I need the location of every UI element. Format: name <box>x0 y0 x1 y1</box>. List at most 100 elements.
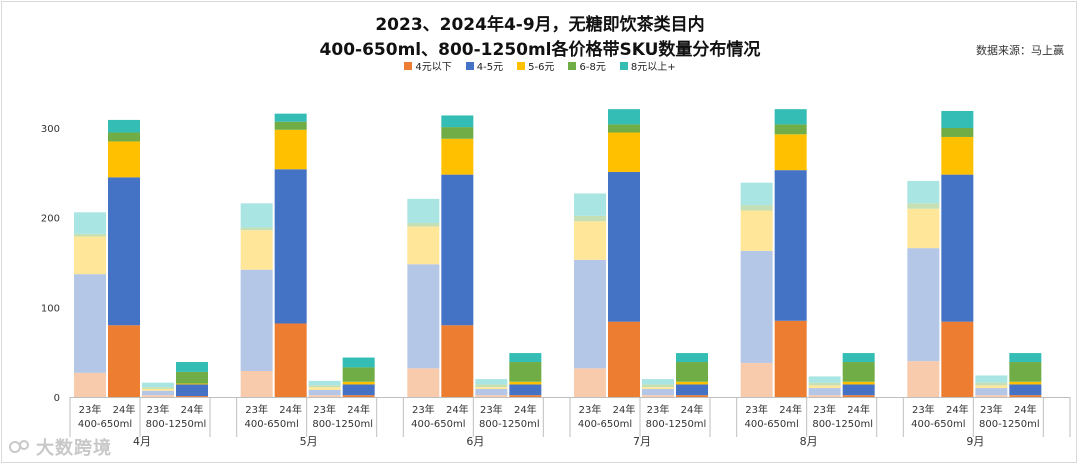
bar-segment <box>509 384 542 396</box>
bar-segment <box>941 321 974 397</box>
bar-segment <box>574 221 606 260</box>
x-tick-year-label: 23年 <box>579 403 602 416</box>
x-tick-group-label: 400-650ml <box>78 419 132 430</box>
bar-segment <box>407 264 440 369</box>
bar-segment <box>574 215 606 222</box>
bar-segment <box>808 395 841 397</box>
bar-segment <box>142 387 174 389</box>
bar-segment <box>108 119 140 133</box>
x-tick-year-label: 23年 <box>79 403 102 416</box>
bar-segment <box>342 357 375 368</box>
x-tick-year-label: 24年 <box>1014 403 1037 416</box>
legend-item: 5-6元 <box>517 58 554 73</box>
bar-segment <box>407 223 440 227</box>
chart-title-line2: 400-650ml、800-1250ml各价格带SKU数量分布情况 <box>319 40 761 60</box>
bar-segment <box>509 362 542 382</box>
bar-segment <box>475 388 508 396</box>
x-tick-group-label: 800-1250ml <box>479 419 540 430</box>
bar-segment <box>941 136 974 175</box>
bar-segment <box>975 385 1008 389</box>
bar-segment <box>608 124 640 133</box>
legend-item: 4元以下 <box>404 58 452 73</box>
bar-segment <box>1009 381 1042 385</box>
bar-segment <box>676 384 708 396</box>
x-tick-group-label: 400-650ml <box>411 419 465 430</box>
bar-segment <box>509 381 542 385</box>
x-tick-group-label: 800-1250ml <box>646 419 707 430</box>
bar-segment <box>74 372 106 397</box>
x-tick-year-label: 24年 <box>613 403 636 416</box>
bar-segment <box>1009 384 1042 396</box>
bar-segment <box>941 128 974 137</box>
bar-segment <box>740 182 773 206</box>
bar-segment <box>676 362 708 382</box>
bar-segment <box>842 381 875 385</box>
bar-segment <box>676 395 708 397</box>
bar-segment <box>74 274 106 373</box>
bar-segment <box>308 387 341 390</box>
bar-segment <box>240 230 273 270</box>
x-tick-year-label: 24年 <box>446 403 469 416</box>
bar-segment <box>308 395 341 397</box>
bar-segment <box>808 385 841 389</box>
watermark-text: 大数跨境 <box>36 438 112 459</box>
bar-segment <box>509 395 542 397</box>
bar-segment <box>676 353 708 363</box>
x-tick-group-label: 400-650ml <box>578 419 632 430</box>
bar-segment <box>907 180 940 204</box>
legend-swatch <box>465 61 474 70</box>
bar-segment <box>142 388 174 391</box>
y-tick-label: 200 <box>41 214 60 225</box>
x-tick-year-label: 23年 <box>980 403 1003 416</box>
x-tick-group-label: 800-1250ml <box>312 419 373 430</box>
x-tick-group-label: 400-650ml <box>745 419 799 430</box>
x-tick-month-label: 6月 <box>466 435 484 448</box>
bar-segment <box>441 325 474 397</box>
bar-segment <box>240 370 273 397</box>
x-tick-year-label: 24年 <box>779 403 802 416</box>
bar-segment <box>574 193 606 216</box>
x-tick-year-label: 23年 <box>480 403 503 416</box>
bar-segment <box>509 353 542 363</box>
chart-title-line1: 2023、2024年4-9月，无糖即饮茶类目内 <box>375 15 705 35</box>
bar-segment <box>475 384 508 388</box>
bar-segment <box>774 124 807 135</box>
legend-swatch <box>619 61 628 70</box>
bar-segment <box>608 132 640 172</box>
bar-segment <box>574 368 606 397</box>
bar-segment <box>842 384 875 396</box>
legend-label: 4-5元 <box>476 62 504 73</box>
x-tick-month-label: 7月 <box>633 435 651 448</box>
bar-segment <box>740 250 773 363</box>
bar-segment <box>176 383 208 385</box>
bar-segment <box>342 367 375 382</box>
bar-segment <box>74 212 106 234</box>
bar-segment <box>774 134 807 171</box>
bar-segment <box>274 129 307 170</box>
bar-segment <box>274 169 307 324</box>
bar-segment <box>407 368 440 397</box>
x-tick-year-label: 23年 <box>412 403 435 416</box>
x-tick-year-label: 24年 <box>279 403 302 416</box>
bar-segment <box>774 109 807 125</box>
x-tick-year-label: 24年 <box>181 403 204 416</box>
bar-segment <box>108 325 140 397</box>
x-tick-year-label: 23年 <box>813 403 836 416</box>
bar-segment <box>774 170 807 321</box>
watermark: 大数跨境 <box>8 434 112 461</box>
bar-segment <box>642 384 674 388</box>
bar-segment <box>108 132 140 142</box>
x-tick-group-label: 800-1250ml <box>812 419 873 430</box>
legend-label: 5-6元 <box>528 62 555 73</box>
bar-segment <box>907 203 940 209</box>
legend-swatch <box>568 61 577 70</box>
x-tick-year-label: 23年 <box>647 403 670 416</box>
bar-segment <box>1009 353 1042 363</box>
x-tick-group-label: 400-650ml <box>911 419 965 430</box>
watermark-logo-icon <box>8 438 32 461</box>
bar-segment <box>907 248 940 362</box>
x-tick-month-label: 9月 <box>966 435 984 448</box>
bar-segment <box>808 382 841 386</box>
bar-segment <box>475 387 508 389</box>
